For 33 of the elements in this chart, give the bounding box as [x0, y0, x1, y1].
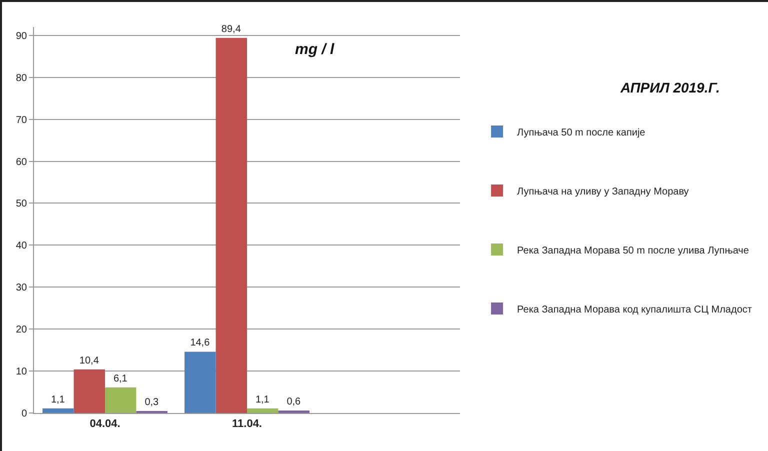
legend-label: Лупњача 50 m после капије — [517, 127, 646, 138]
text: АПРИЛ 2019.Г. — [619, 80, 720, 96]
bar — [278, 410, 310, 413]
y-tick-label: 80 — [16, 72, 28, 84]
bar — [216, 38, 247, 413]
y-tick-label: 0 — [21, 408, 28, 420]
y-tick-label: 60 — [16, 156, 28, 168]
y-tick-label: 50 — [16, 198, 28, 210]
y-axis-title: mg / l — [295, 41, 335, 58]
x-tick-label: 11.04. — [232, 418, 262, 430]
y-tick-label: 70 — [16, 114, 28, 126]
legend-label: Река Западна Морава 50 m после улива Лупњаче — [517, 245, 750, 256]
data-label: 0,3 — [144, 397, 160, 408]
bar — [74, 369, 105, 413]
y-tick-label: 20 — [16, 324, 28, 336]
data-label: 1,1 — [255, 394, 270, 406]
y-tick-label: 10 — [16, 366, 28, 378]
data-label: 1,1 — [50, 394, 66, 406]
data-label: 6,1 — [113, 373, 128, 384]
y-tick-label: 90 — [16, 30, 28, 42]
data-label: 0,6 — [286, 396, 302, 408]
legend-label: Река Западна Морава код купалишта СЦ Младост — [517, 304, 752, 316]
data-label: 10,4 — [79, 355, 100, 366]
y-tick-label: 30 — [16, 282, 28, 294]
x-tick-label: 04.04. — [90, 418, 120, 430]
bar — [184, 352, 216, 413]
bar — [42, 408, 74, 413]
y-tick-label: 40 — [16, 240, 28, 252]
data-label: 14,6 — [190, 338, 210, 349]
bar — [247, 408, 278, 413]
legend-label: Лупњача на уливу у Западну Мораву — [517, 186, 689, 198]
data-label: 89,4 — [221, 24, 242, 35]
bar — [105, 387, 136, 413]
